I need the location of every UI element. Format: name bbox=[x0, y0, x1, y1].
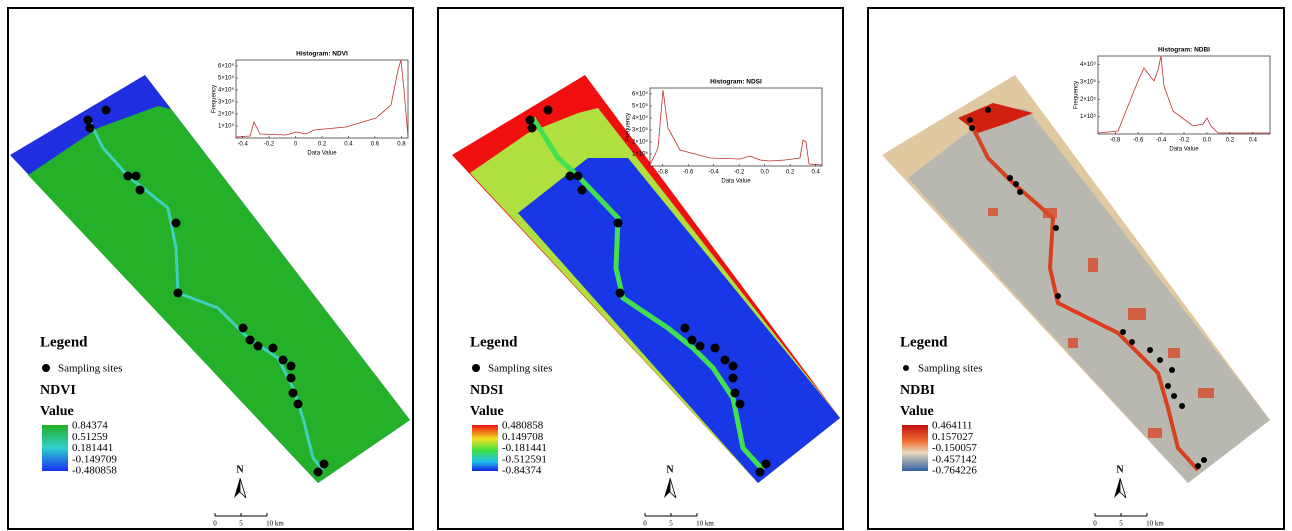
x-tick-label: 0.4 bbox=[1249, 138, 1258, 144]
histogram-title: Histogram: NDSI bbox=[710, 79, 762, 86]
x-tick-label: 0.2 bbox=[786, 170, 795, 176]
panel: Histogram: NDBI Data Value Frequency -0.8 -0… bbox=[868, 8, 1284, 529]
legend-value-title: Value bbox=[40, 404, 74, 419]
legend-site-marker bbox=[472, 364, 480, 372]
x-tick-label: -0.2 bbox=[264, 142, 275, 148]
x-tick-label: -0.4 bbox=[709, 170, 720, 176]
x-tick-label: -0.2 bbox=[734, 170, 745, 176]
x-tick-label: -0.2 bbox=[1179, 138, 1190, 144]
scale-label: 5 bbox=[669, 520, 673, 528]
colorbar-label: 0.51259 bbox=[72, 431, 108, 443]
x-tick-label: -0.8 bbox=[1110, 138, 1121, 144]
y-tick-label: 5×10⁵ bbox=[218, 75, 235, 82]
histogram-frame bbox=[650, 88, 822, 166]
legend-index: NDVI bbox=[40, 383, 76, 398]
colorbar-label: -0.149709 bbox=[72, 453, 117, 465]
legend-site-marker bbox=[42, 364, 50, 372]
scale-label: 5 bbox=[239, 520, 243, 528]
x-tick-label: 0.0 bbox=[1203, 138, 1212, 144]
colorbar-label: -0.150057 bbox=[932, 442, 977, 454]
legend-site-label: Sampling sites bbox=[918, 363, 982, 375]
legend-site-marker bbox=[903, 365, 909, 371]
legend-title: Legend bbox=[40, 334, 88, 350]
y-tick-label: 2×10⁵ bbox=[1080, 96, 1097, 103]
y-tick-label: 3×10⁵ bbox=[632, 127, 649, 134]
colorbar-label: 0.84374 bbox=[72, 420, 108, 432]
x-tick-label: -0.6 bbox=[683, 170, 694, 176]
x-tick-label: 0.0 bbox=[760, 170, 769, 176]
histogram-frame bbox=[236, 60, 408, 138]
colorbar-label: 0.157027 bbox=[932, 431, 974, 443]
y-tick-label: 4×10⁵ bbox=[1080, 61, 1097, 68]
legend-title: Legend bbox=[470, 334, 518, 350]
x-axis-label: Data Value bbox=[307, 151, 337, 157]
x-tick-label: -0.8 bbox=[658, 170, 669, 176]
y-tick-label: 6×10⁵ bbox=[632, 91, 649, 98]
x-tick-label: 0.8 bbox=[397, 142, 406, 148]
x-axis-label: Data Value bbox=[1169, 147, 1199, 153]
y-axis-label: Frequency bbox=[1074, 81, 1080, 109]
panel: Histogram: NDSI Data Value Frequency -0.8 -0… bbox=[438, 8, 843, 529]
colorbar-label: -0.764226 bbox=[932, 465, 977, 477]
x-tick-label: -0.4 bbox=[1156, 138, 1167, 144]
y-tick-label: 3×10⁵ bbox=[218, 99, 235, 106]
colorbar-label: 0.480858 bbox=[502, 420, 544, 432]
x-tick-label: 0.2 bbox=[1226, 138, 1235, 144]
colorbar bbox=[472, 425, 498, 471]
y-tick-label: 4×10⁵ bbox=[218, 87, 235, 94]
north-label: N bbox=[666, 464, 674, 475]
histogram-frame bbox=[1098, 56, 1270, 134]
histogram-title: Histogram: NDBI bbox=[1158, 47, 1210, 54]
scale-label: 10 km bbox=[696, 520, 714, 528]
x-tick-label: -0.4 bbox=[237, 142, 248, 148]
north-label: N bbox=[1116, 464, 1124, 475]
y-axis-label: Frequency bbox=[626, 113, 632, 141]
y-tick-label: 4×10⁵ bbox=[632, 115, 649, 122]
scale-label: 0 bbox=[643, 520, 647, 528]
y-tick-label: 6×10⁵ bbox=[218, 63, 235, 70]
colorbar-label: 0.181441 bbox=[72, 442, 113, 454]
legend-value-title: Value bbox=[470, 404, 504, 419]
y-tick-label: 1×10⁵ bbox=[632, 151, 649, 158]
legend-index: NDBI bbox=[900, 383, 935, 398]
histogram-title: Histogram: NDVI bbox=[296, 51, 348, 58]
colorbar-label: -0.84374 bbox=[502, 465, 542, 477]
y-tick-label: 2×10⁵ bbox=[218, 111, 235, 118]
scale-label: 0 bbox=[213, 520, 217, 528]
scale-label: 0 bbox=[1093, 520, 1097, 528]
scale-label: 10 km bbox=[266, 520, 284, 528]
page: {"panels": [ {"histogram": {"title": "Hi… bbox=[0, 0, 1292, 531]
legend-site-label: Sampling sites bbox=[58, 363, 122, 375]
x-tick-label: 0.4 bbox=[344, 142, 353, 148]
y-tick-label: 3×10⁵ bbox=[1080, 79, 1097, 86]
colorbar-label: 0.149708 bbox=[502, 431, 544, 443]
y-tick-label: 1×10⁵ bbox=[1080, 113, 1097, 120]
x-tick-label: 0.6 bbox=[371, 142, 380, 148]
colorbar-label: -0.480858 bbox=[72, 465, 117, 477]
y-tick-label: 2×10⁵ bbox=[632, 139, 649, 146]
scale-label: 5 bbox=[1119, 520, 1123, 528]
colorbar-label: -0.181441 bbox=[502, 442, 547, 454]
colorbar bbox=[42, 425, 68, 471]
x-tick-label: 0.2 bbox=[318, 142, 327, 148]
legend-value-title: Value bbox=[900, 404, 934, 419]
x-tick-label: -0.6 bbox=[1133, 138, 1144, 144]
legend-title: Legend bbox=[900, 334, 948, 350]
y-tick-label: 5×10⁵ bbox=[632, 103, 649, 110]
legend-site-label: Sampling sites bbox=[488, 363, 552, 375]
x-tick-label: 0.4 bbox=[811, 170, 820, 176]
colorbar-label: 0.464111 bbox=[932, 420, 972, 432]
legend-index: NDSI bbox=[470, 383, 503, 398]
colorbar-label: -0.512591 bbox=[502, 453, 547, 465]
y-tick-label: 1×10⁵ bbox=[218, 123, 235, 130]
colorbar-label: -0.457142 bbox=[932, 453, 977, 465]
y-axis-label: Frequency bbox=[212, 85, 218, 113]
scale-label: 10 km bbox=[1146, 520, 1164, 528]
panel: Histogram: NDVI Data Value Frequency -0.4 -0… bbox=[8, 8, 413, 529]
north-label: N bbox=[236, 464, 244, 475]
figure: Histogram: NDVI Data Value Frequency -0.4 -0… bbox=[0, 0, 1292, 531]
x-axis-label: Data Value bbox=[721, 179, 751, 185]
colorbar bbox=[902, 425, 928, 471]
